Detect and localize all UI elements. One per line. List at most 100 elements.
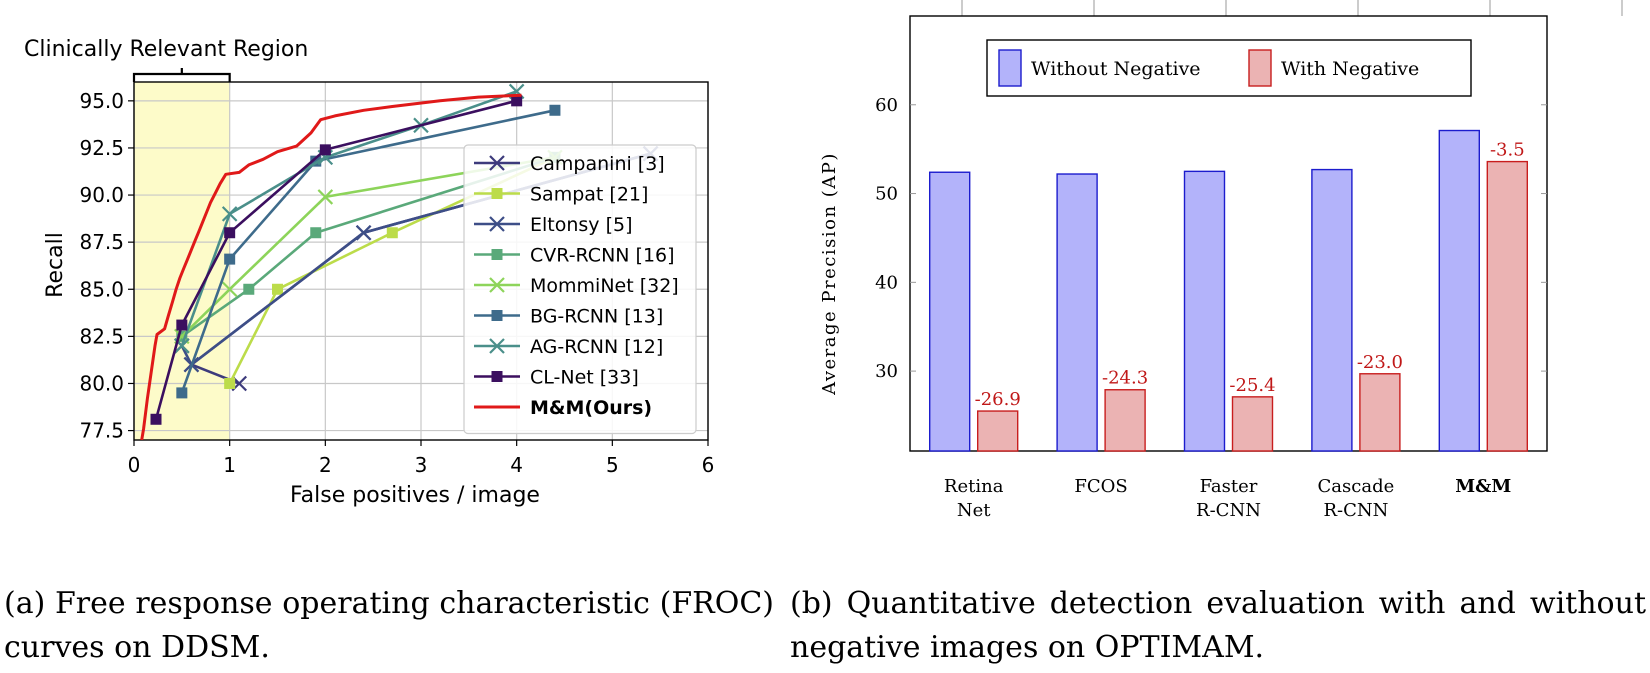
- data-point: [243, 283, 255, 295]
- data-point: [310, 155, 322, 167]
- category-label: Retina: [944, 476, 1004, 497]
- froc-chart: 0 1 2 3 4 5 6 77.5 80.0 82.5 85.0 87.5 90.0 92.5 95.0 F…: [24, 37, 715, 508]
- bar-without-negative: [1056, 173, 1098, 452]
- plot-frame: [909, 15, 1548, 452]
- legend-marker: [491, 188, 503, 199]
- y-tick-label: 85.0: [79, 277, 124, 301]
- y-tick-label: 82.5: [79, 324, 124, 348]
- legend-marker: [491, 310, 503, 321]
- bar-with-negative: [1359, 373, 1401, 452]
- category-label: R-CNN: [1323, 500, 1388, 521]
- legend-label: Campanini [3]: [530, 153, 665, 175]
- y-tick-label: 95.0: [79, 89, 124, 113]
- caption-a: (a) Free response operating characterist…: [4, 586, 774, 665]
- y-tick-label: 50: [875, 184, 898, 205]
- legend-label: M&M(Ours): [530, 397, 652, 419]
- y-tick-label: 90.0: [79, 183, 124, 207]
- y-axis-label: Average Precision (AP): [819, 152, 840, 396]
- bar-with-negative: [1231, 396, 1274, 452]
- bar-data-label: -24.3: [1102, 368, 1148, 389]
- category-label: FCOS: [1074, 476, 1127, 497]
- category-label: Faster: [1200, 476, 1258, 497]
- bar-data-label: -25.4: [1229, 375, 1275, 396]
- series-line: [180, 109, 556, 394]
- legend-marker: [489, 216, 505, 232]
- bar-without-negative: [1311, 168, 1353, 452]
- bar-without-negative: [928, 171, 971, 452]
- x-tick-label: 5: [606, 453, 619, 477]
- clinical-region-label: Clinically Relevant Region: [24, 37, 308, 62]
- category-label: Cascade: [1318, 476, 1395, 497]
- data-point: [355, 224, 372, 241]
- data-point: [224, 377, 236, 389]
- legend-marker: [489, 338, 505, 354]
- legend-label: CL-Net [33]: [530, 367, 639, 389]
- y-tick-label: 40: [875, 272, 898, 293]
- legend-swatch: [998, 49, 1022, 87]
- series-line: [180, 156, 556, 338]
- y-tick-label: 30: [875, 361, 898, 382]
- x-tick-label: 3: [415, 453, 428, 477]
- clinical-region-bracket: [132, 68, 231, 82]
- series-5: [176, 104, 561, 399]
- legend-label: Eltonsy [5]: [530, 214, 633, 236]
- data-point: [221, 206, 238, 222]
- data-point: [549, 104, 561, 116]
- data-point: [310, 227, 322, 239]
- x-axis-label: False positives / image: [290, 483, 540, 508]
- legend-label: CVR-RCNN [16]: [530, 245, 675, 267]
- bar-data-label: -26.9: [975, 389, 1021, 410]
- data-point: [221, 281, 238, 298]
- legend-label: With Negative: [1281, 58, 1419, 80]
- data-point: [150, 413, 162, 425]
- legend-marker: [491, 371, 503, 382]
- category-label: Net: [957, 500, 991, 521]
- bar-chart: 30 40 50 60 Average Precision (AP) -26.9 Retin…: [819, 0, 1623, 521]
- bar-with-negative: [976, 410, 1019, 452]
- data-point: [511, 95, 523, 107]
- legend-label: AG-RCNN [12]: [530, 336, 663, 358]
- series-7: [150, 95, 523, 425]
- category-label: M&M: [1455, 476, 1511, 497]
- x-tick-label: 4: [510, 453, 523, 477]
- bar-without-negative: [1183, 170, 1226, 452]
- legend-box: [986, 39, 1472, 97]
- bar-with-negative: [1104, 389, 1146, 452]
- x-tick-label: 0: [128, 453, 141, 477]
- bar-data-label: -3.5: [1490, 140, 1525, 161]
- legend-marker: [491, 249, 503, 260]
- legend-swatch: [1248, 49, 1272, 87]
- data-point: [176, 319, 188, 331]
- y-axis-label: Recall: [43, 232, 68, 298]
- y-tick-label: 87.5: [79, 230, 124, 254]
- legend-box: [463, 144, 697, 435]
- data-point: [319, 144, 331, 156]
- legend-marker: [489, 155, 505, 171]
- legend-label: BG-RCNN [13]: [530, 306, 663, 328]
- x-tick-label: 6: [702, 453, 715, 477]
- caption-b: (b) Quantitative detection evaluation wi…: [790, 586, 1646, 665]
- bar-data-label: -23.0: [1357, 352, 1403, 373]
- y-tick-label: 60: [875, 95, 898, 116]
- series-line: [140, 93, 522, 440]
- x-tick-label: 1: [223, 453, 236, 477]
- y-tick-label: 92.5: [79, 136, 124, 160]
- legend-marker: [489, 277, 505, 293]
- category-label: R-CNN: [1196, 500, 1261, 521]
- bar-without-negative: [1438, 129, 1480, 452]
- data-point: [386, 227, 398, 239]
- data-point: [176, 387, 188, 399]
- legend-label: Without Negative: [1031, 58, 1201, 80]
- data-point: [224, 253, 236, 265]
- legend-label: MommiNet [32]: [530, 275, 679, 297]
- series-line: [181, 156, 556, 338]
- x-tick-label: 2: [319, 453, 332, 477]
- data-point: [272, 283, 283, 295]
- y-tick-label: 80.0: [79, 371, 124, 395]
- data-point: [317, 189, 334, 205]
- y-tick-label: 77.5: [79, 419, 124, 443]
- legend-label: Sampat [21]: [530, 184, 648, 206]
- series-8: [140, 93, 522, 440]
- data-point: [224, 227, 236, 239]
